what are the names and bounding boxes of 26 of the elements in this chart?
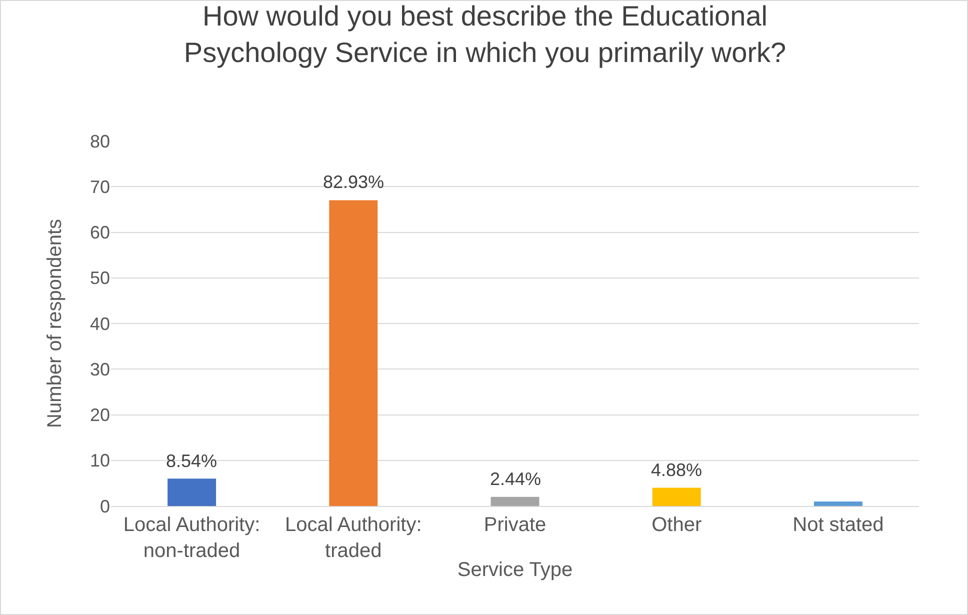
x-tick-label: Local Authority: non-traded (123, 514, 260, 562)
x-tick-label: Local Authority: traded (285, 514, 422, 562)
bar (652, 488, 701, 506)
y-tick-label: 60 (90, 222, 110, 243)
y-tick-label: 30 (90, 359, 110, 380)
annotation: 82.93% (323, 172, 384, 192)
annotation: 8.54% (166, 451, 218, 471)
y-axis-title: Number of respondents (44, 218, 66, 428)
y-tick-label: 70 (90, 176, 110, 197)
y-tick-label: 40 (90, 314, 110, 334)
x-tick-label: Not stated (792, 514, 884, 536)
y-tick-label: 0 (100, 496, 110, 516)
x-axis-title: Service Type (457, 559, 573, 581)
annotation: 2.44% (490, 469, 542, 489)
y-tick-label: 50 (90, 268, 110, 288)
bar (814, 501, 862, 506)
y-tick-label: 20 (90, 405, 110, 426)
chart-title: How would you best describe the Educational Psychology Service in which you primarily work? (184, 0, 786, 68)
x-tick-label: Other (652, 514, 702, 536)
y-tick-label: 80 (90, 131, 110, 152)
bar (490, 496, 540, 506)
annotation: 4.88% (651, 460, 702, 480)
bar (168, 478, 216, 506)
x-tick-label: Private (484, 514, 546, 536)
y-tick-label: 10 (90, 450, 110, 471)
bar (329, 200, 378, 506)
